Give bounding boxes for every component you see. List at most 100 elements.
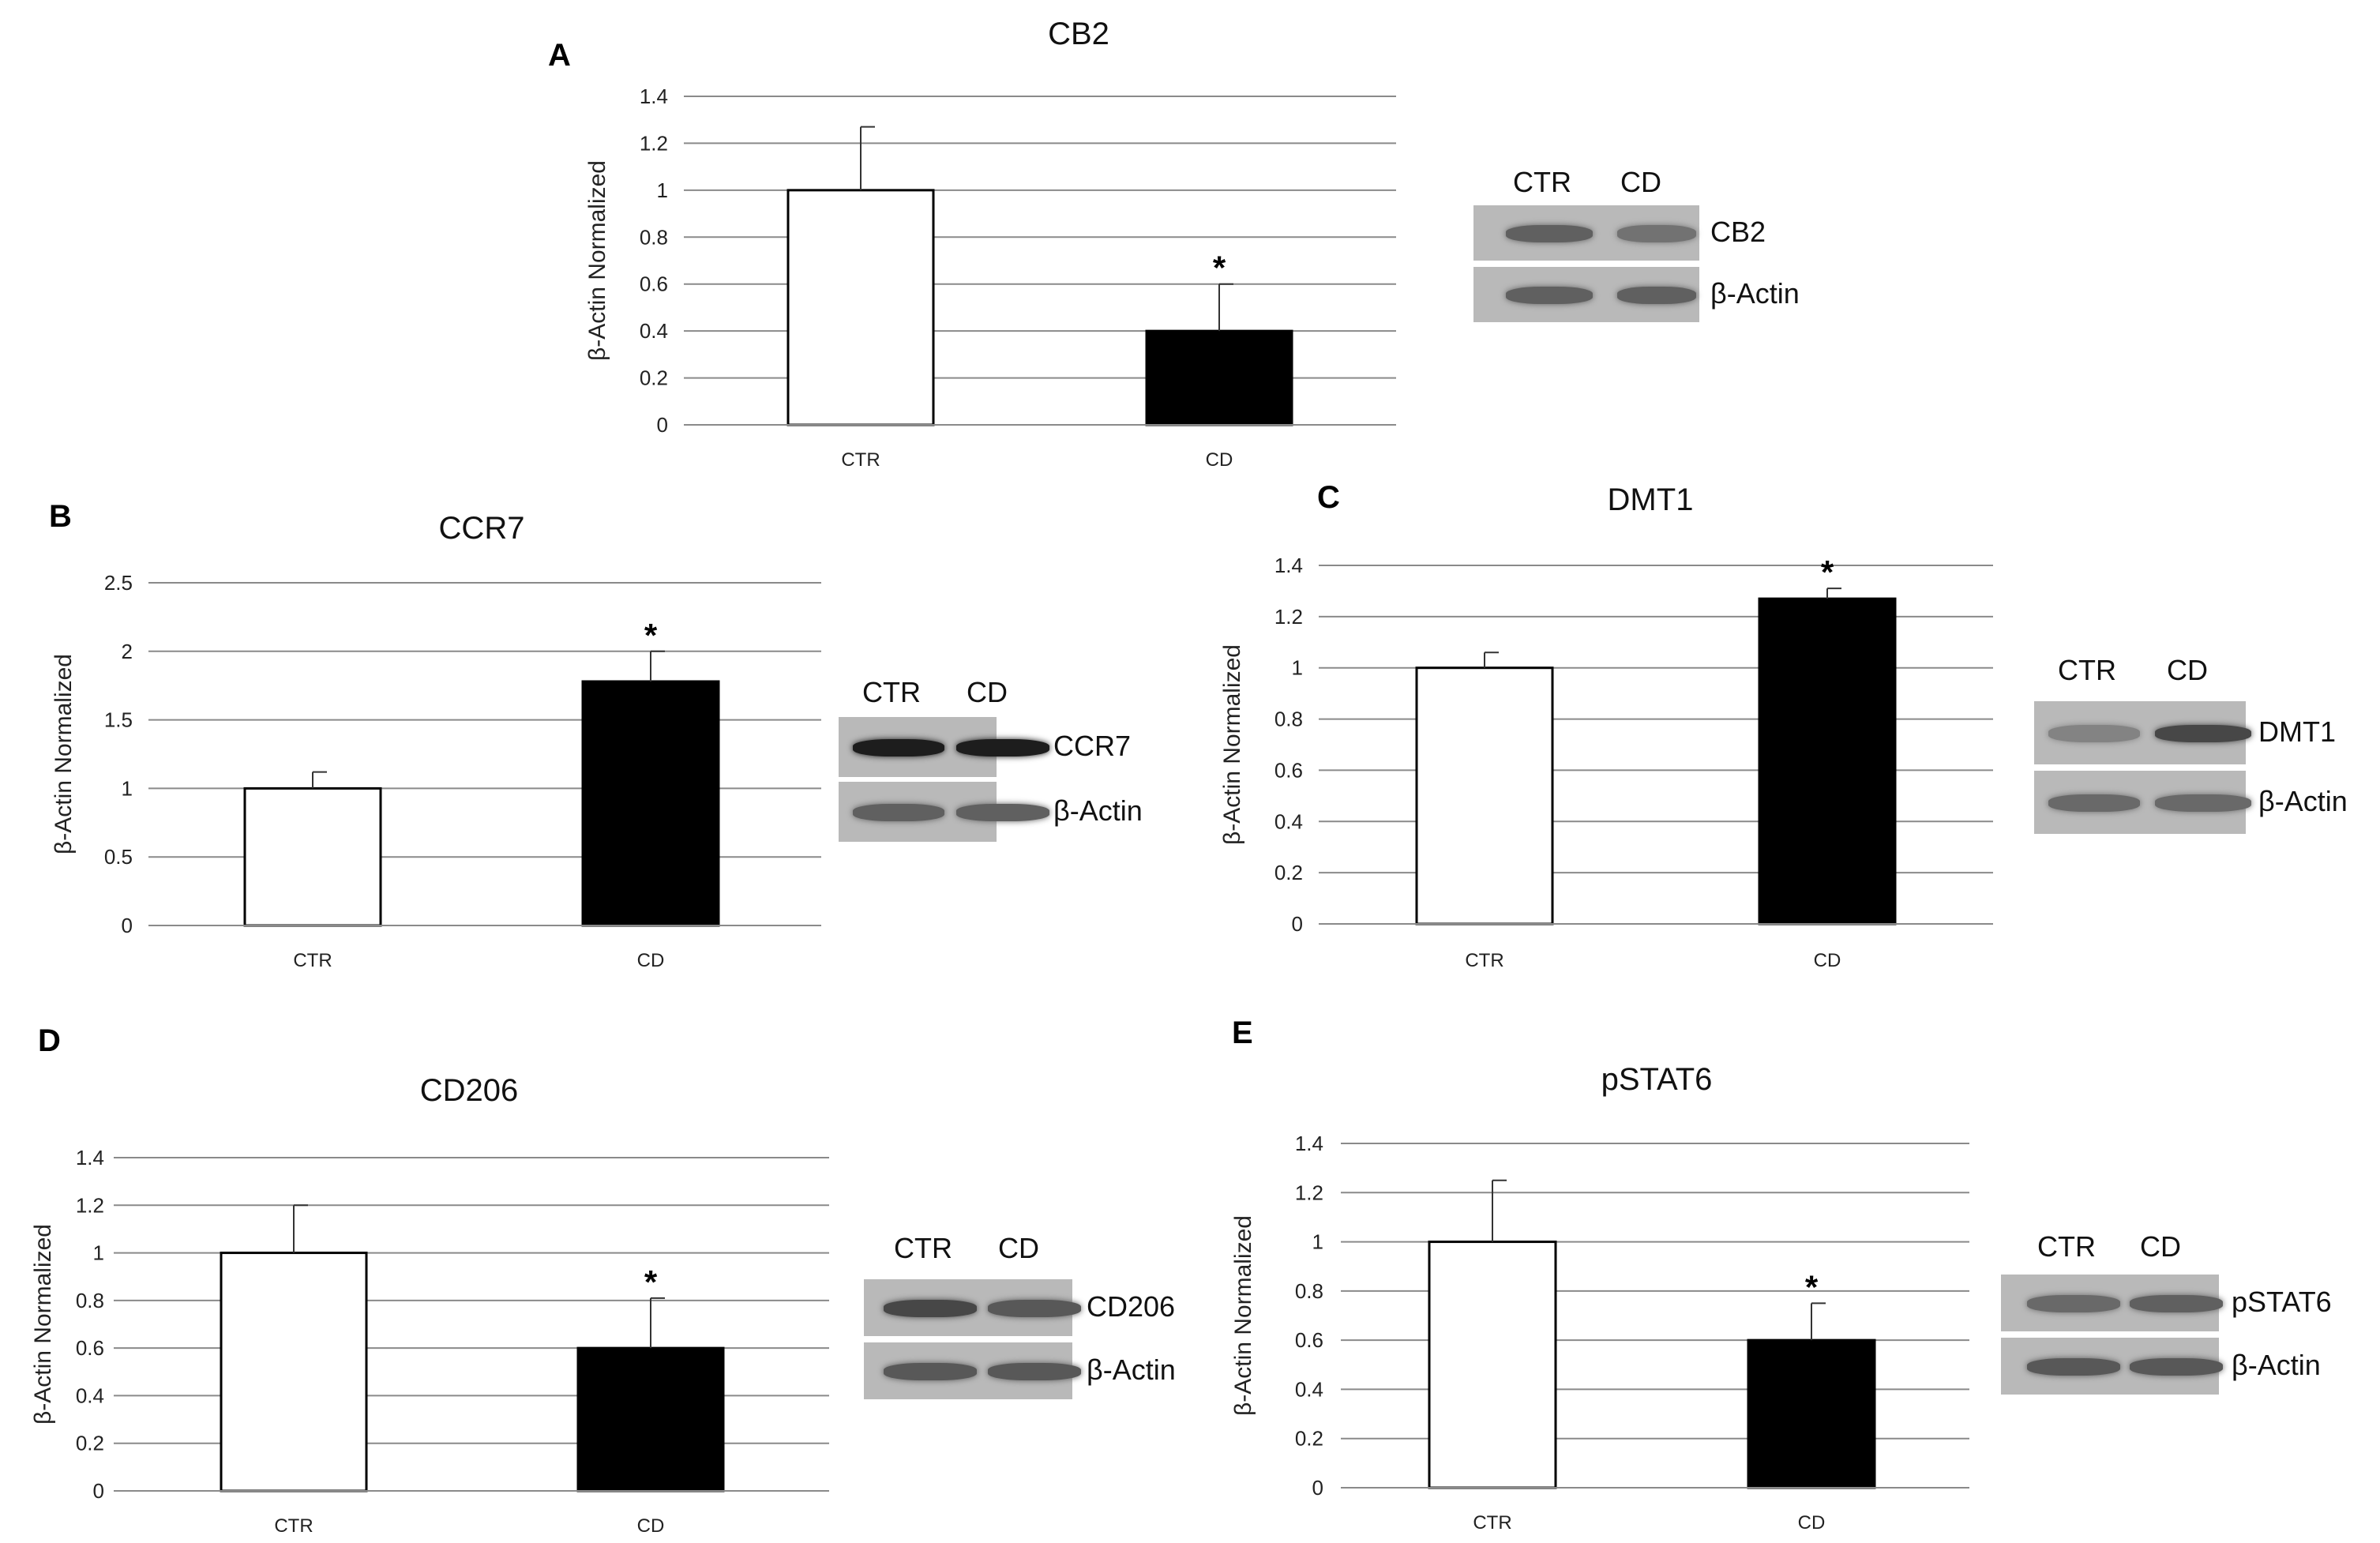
y-axis-label: β-Actin Normalized <box>584 160 610 361</box>
panel-c: C 0 0.2 0.4 0.6 0.8 1 1.2 1.4 CTR * CD DMT1 β-Actin … <box>1184 480 2380 979</box>
y-tick-label: 0.2 <box>76 1432 104 1455</box>
y-tick-label: 1 <box>1292 656 1303 680</box>
y-tick-label: 0 <box>93 1479 104 1503</box>
significance-marker: * <box>1821 554 1834 591</box>
y-tick-label: 0.4 <box>640 319 668 343</box>
bar-chart-dmt1: 0 0.2 0.4 0.6 0.8 1 1.2 1.4 CTR * CD DMT1 β-Actin No… <box>1219 482 1993 971</box>
blot-band <box>1617 225 1696 242</box>
blot-lane-label: CTR <box>862 676 921 708</box>
blot-row-label: DMT1 <box>2258 715 2336 748</box>
chart-title: pSTAT6 <box>1601 1062 1713 1097</box>
blot-row-label: CCR7 <box>1053 730 1132 762</box>
y-tick-label: 0 <box>1312 1476 1323 1500</box>
blot-band <box>2130 1295 2223 1312</box>
western-blot-cb2: CTR CD CB2 β-Actin <box>1473 166 1868 330</box>
blot-lane-label: CD <box>2167 654 2208 686</box>
y-tick-label: 1.4 <box>1274 554 1303 577</box>
bar-ctr <box>786 189 935 426</box>
chart-title: CD206 <box>420 1073 519 1108</box>
blot-lane-label: CTR <box>2058 654 2116 686</box>
bar-ctr <box>1428 1241 1557 1489</box>
blot-row-label: pSTAT6 <box>2232 1286 2332 1318</box>
x-category-label: CD <box>637 950 665 971</box>
blot-lane-label: CD <box>2140 1230 2181 1263</box>
western-blot-cd206: CTR CD CD206 β-Actin <box>864 1232 1244 1407</box>
blot-lane-label: CD <box>967 676 1008 708</box>
blot-band <box>2155 725 2251 742</box>
panel-letter: C <box>1317 480 1340 515</box>
x-category-label: CD <box>1814 950 1841 971</box>
y-tick-label: 0 <box>1292 912 1303 936</box>
y-tick-label: 0.5 <box>104 845 133 869</box>
y-tick-label: 0.8 <box>76 1289 104 1312</box>
blot-band <box>1617 287 1696 304</box>
x-category-label: CTR <box>1473 1512 1511 1534</box>
y-tick-label: 0.6 <box>640 272 668 296</box>
western-blot-ccr7: CTR CD CCR7 β-Actin <box>839 676 1211 850</box>
y-tick-label: 0.2 <box>1274 861 1303 884</box>
blot-band <box>2048 725 2140 742</box>
y-tick-label: 0 <box>122 914 133 937</box>
bar-chart-cb2: 0 0.2 0.4 0.6 0.8 1 1.2 1.4 CTR * CD CB2 β-Actin Nor… <box>584 17 1396 471</box>
blot-band <box>2155 794 2251 812</box>
x-category-label: CTR <box>274 1515 313 1537</box>
blot-band <box>2027 1358 2120 1376</box>
blot-band <box>956 804 1049 821</box>
y-tick-label: 0.4 <box>76 1383 104 1407</box>
panel-e: E 0 0.2 0.4 0.6 0.8 1 1.2 1.4 CTR * CD pSTAT6 β-Acti… <box>1184 979 2380 1543</box>
panel-letter: E <box>1232 1016 1253 1050</box>
bar-ctr <box>220 1252 368 1492</box>
y-tick-label: 0.6 <box>1274 758 1303 782</box>
y-tick-label: 1.2 <box>1295 1181 1323 1204</box>
blot-lane-label: CTR <box>894 1232 952 1264</box>
blot-lane-label: CD <box>998 1232 1039 1264</box>
bar-chart-ccr7: 0 0.5 1 1.5 2 2.5 CTR * CD CCR7 β-Actin Normalized <box>51 511 821 971</box>
blot-band <box>988 1363 1081 1380</box>
x-category-label: CTR <box>1465 950 1503 971</box>
panel-b: B 0 0.5 1 1.5 2 2.5 CTR * CD CCR7 β-Actin Normaliz… <box>0 490 1184 979</box>
y-axis-label: β-Actin Normalized <box>1230 1215 1256 1416</box>
bar-ctr <box>243 787 382 927</box>
y-tick-label: 0.4 <box>1274 809 1303 833</box>
blot-lane-label: CTR <box>1513 166 1571 198</box>
y-axis-label: β-Actin Normalized <box>1219 644 1245 845</box>
blot-band <box>956 739 1049 756</box>
bar-chart-pstat6: 0 0.2 0.4 0.6 0.8 1 1.2 1.4 CTR * CD pSTAT6 β-Actin … <box>1230 1062 1969 1534</box>
panel-a: A 0 0.2 0.4 0.6 0.8 1 1.2 1.4 CTR * CD CB2 β-Actin N… <box>0 0 2380 490</box>
y-tick-label: 1.2 <box>1274 605 1303 629</box>
significance-marker: * <box>1213 250 1226 287</box>
blot-row-label: β-Actin <box>1087 1353 1176 1386</box>
x-category-label: CTR <box>293 950 332 971</box>
y-axis-label: β-Actin Normalized <box>30 1224 56 1425</box>
x-category-label: CD <box>1206 449 1233 471</box>
blot-row-label: β-Actin <box>1710 277 1800 310</box>
y-tick-label: 1 <box>1312 1230 1323 1254</box>
bar-cd <box>576 1346 725 1492</box>
western-blot-dmt1: CTR CD DMT1 β-Actin <box>2034 654 2380 842</box>
western-blot-pstat6: CTR CD pSTAT6 β-Actin <box>2001 1230 2380 1402</box>
blot-band <box>2130 1358 2223 1376</box>
y-tick-label: 0.6 <box>76 1336 104 1360</box>
chart-title: CB2 <box>1048 17 1109 51</box>
y-axis-label: β-Actin Normalized <box>51 654 77 854</box>
bar-chart-cd206: 0 0.2 0.4 0.6 0.8 1 1.2 1.4 CTR * CD CD206 β-Actin N… <box>30 1073 829 1537</box>
bar-cd <box>1758 597 1897 925</box>
bar-ctr <box>1415 666 1554 925</box>
blot-band <box>988 1300 1081 1317</box>
bar-cd <box>1145 329 1293 426</box>
blot-row-label: CD206 <box>1087 1290 1176 1323</box>
bar-cd <box>581 680 720 927</box>
blot-band <box>1506 287 1593 304</box>
bar-cd <box>1747 1338 1876 1489</box>
y-tick-label: 0.8 <box>1295 1279 1323 1303</box>
blot-row-label: β-Actin <box>2258 785 2348 817</box>
significance-marker: * <box>1805 1268 1819 1305</box>
blot-lane-label: CD <box>1620 166 1661 198</box>
y-tick-label: 1.4 <box>76 1146 104 1169</box>
blot-lane-label: CTR <box>2037 1230 2096 1263</box>
y-tick-label: 0.6 <box>1295 1328 1323 1352</box>
blot-band <box>1506 225 1593 242</box>
blot-band <box>853 739 944 756</box>
blot-band <box>2048 794 2140 812</box>
y-tick-label: 0.4 <box>1295 1377 1323 1401</box>
